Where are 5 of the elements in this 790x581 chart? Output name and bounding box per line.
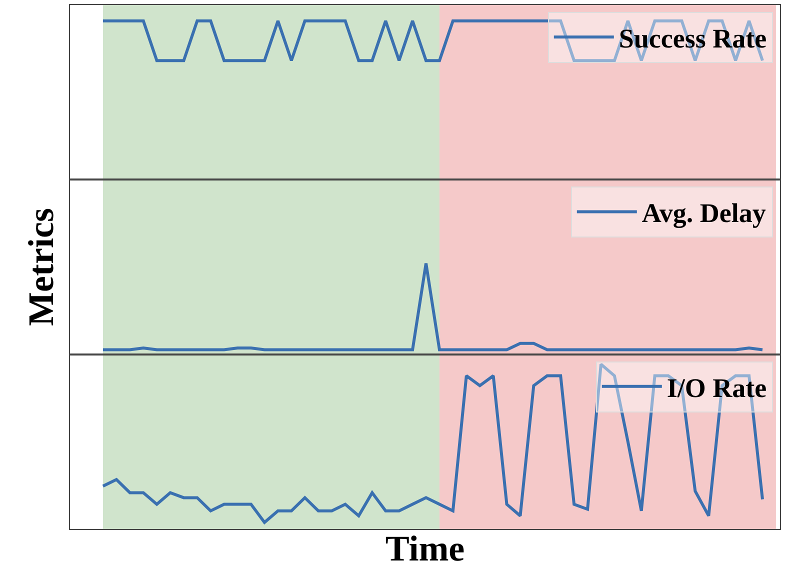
legend-label: Avg. Delay bbox=[642, 198, 766, 228]
y-axis-title: Metrics bbox=[20, 208, 61, 326]
legend-label: Success Rate bbox=[618, 24, 767, 54]
legend-label: I/O Rate bbox=[666, 372, 767, 403]
x-axis-title: Time bbox=[385, 528, 465, 569]
